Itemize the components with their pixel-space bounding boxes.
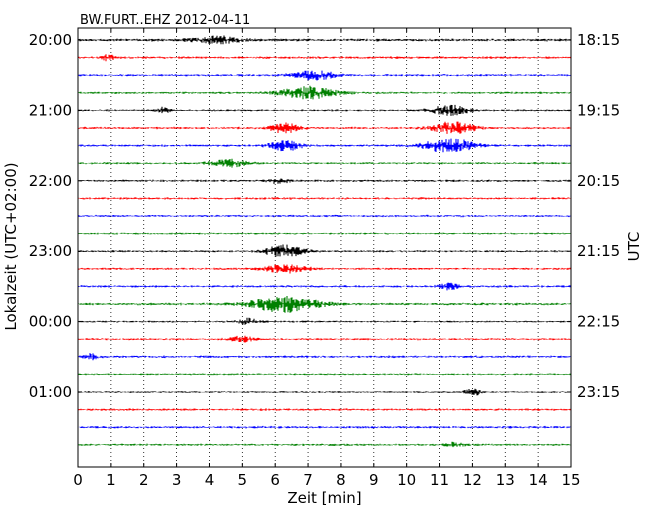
trace-line [78, 408, 571, 411]
trace-line [78, 197, 571, 200]
x-tick-label: 0 [73, 471, 83, 489]
trace-line [78, 264, 571, 274]
x-tick-label: 14 [529, 471, 548, 489]
trace-line [78, 373, 571, 376]
right-time-label: 20:15 [577, 172, 620, 190]
trace-line [78, 441, 571, 448]
left-time-label: 01:00 [29, 383, 72, 401]
x-tick-label: 12 [463, 471, 482, 489]
x-tick-label: 6 [270, 471, 280, 489]
trace-line [78, 353, 571, 361]
right-time-label: 21:15 [577, 242, 620, 260]
x-tick-label: 2 [139, 471, 149, 489]
trace-line [78, 54, 571, 62]
right-time-label: 22:15 [577, 313, 620, 331]
trace-line [78, 121, 571, 134]
x-tick-label: 9 [369, 471, 379, 489]
x-tick-label: 8 [336, 471, 346, 489]
x-tick-label: 5 [238, 471, 248, 489]
x-axis-label: Zeit [min] [287, 489, 361, 507]
left-time-label: 20:00 [29, 31, 72, 49]
left-time-label: 00:00 [29, 313, 72, 331]
plot-frame [77, 27, 572, 468]
traces [78, 35, 571, 448]
trace-line [78, 317, 571, 325]
trace-line [78, 214, 571, 218]
trace-line [78, 85, 571, 100]
trace-line [78, 104, 571, 116]
left-time-label: 23:00 [29, 242, 72, 260]
x-tick-label: 7 [303, 471, 313, 489]
x-tick-label: 15 [561, 471, 580, 489]
trace-line [78, 158, 571, 168]
y-axis-label-right: UTC [625, 232, 643, 262]
x-tick-label: 1 [106, 471, 116, 489]
trace-line [78, 138, 571, 153]
trace-line [78, 335, 571, 343]
trace-line [78, 178, 571, 184]
left-time-label: 22:00 [29, 172, 72, 190]
right-time-label: 19:15 [577, 101, 620, 119]
trace-line [78, 296, 571, 313]
chart-title: BW.FURT..EHZ 2012-04-11 [80, 13, 250, 28]
x-tick-label: 10 [397, 471, 416, 489]
trace-line [78, 35, 571, 45]
trace-line [78, 232, 571, 235]
right-time-label: 23:15 [577, 383, 620, 401]
trace-line [78, 388, 571, 396]
x-tick-label: 11 [430, 471, 449, 489]
x-tick-label: 4 [205, 471, 215, 489]
trace-line [78, 425, 571, 429]
right-time-label: 18:15 [577, 31, 620, 49]
trace-line [78, 282, 571, 291]
y-axis-label-left: Lokalzeit (UTC+02:00) [2, 162, 20, 330]
trace-line [78, 70, 571, 81]
x-tick-label: 3 [172, 471, 182, 489]
left-time-label: 21:00 [29, 101, 72, 119]
x-tick-label: 13 [496, 471, 515, 489]
trace-line [78, 244, 571, 257]
